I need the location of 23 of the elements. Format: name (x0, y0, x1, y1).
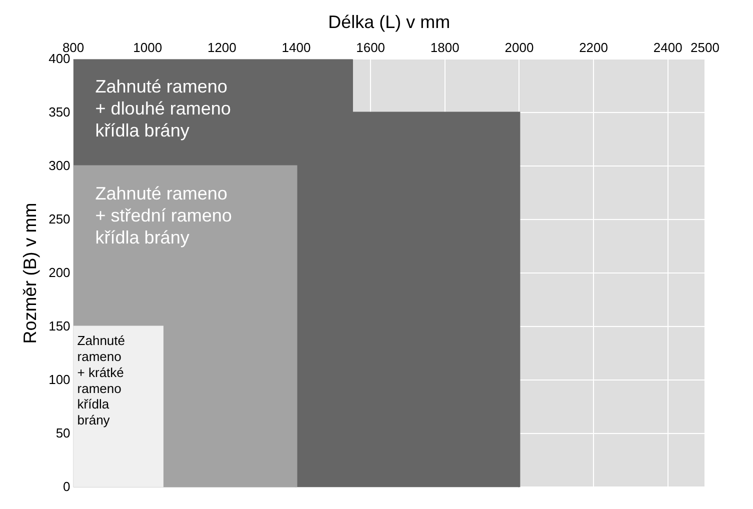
y-tick-label: 0 (63, 478, 70, 494)
x-tick-label: 1800 (430, 40, 460, 55)
x-tick-label: 1000 (133, 40, 162, 55)
x-tick-label: 1600 (356, 40, 386, 55)
y-tick-label: 350 (48, 104, 70, 120)
annotation: Zahnuté rameno + dlouhé rameno křídla brány (95, 76, 231, 140)
annotation: Zahnuté rameno + střední rameno křídla brány (95, 183, 232, 248)
x-tick-label: 2000 (504, 40, 534, 55)
x-tick-label: 2500 (690, 40, 720, 55)
y-tick-label: 50 (56, 425, 70, 440)
y-tick-label: 300 (48, 158, 70, 173)
y-tick-label: 100 (48, 372, 70, 387)
y-tick-label: 200 (48, 264, 70, 280)
annotation: Zahnuté rameno + krátké rameno křídla brány (77, 333, 125, 428)
x-tick-label: 2400 (653, 40, 682, 55)
x-tick-label: 1400 (282, 40, 311, 55)
x-tick-label: 800 (62, 40, 84, 55)
x-tick-label: 2200 (579, 40, 608, 55)
y-axis-title: Rozměr (B) v mm (20, 202, 40, 344)
y-tick-label: 250 (48, 211, 70, 226)
x-tick-label: 1200 (207, 40, 236, 55)
y-tick-label: 150 (48, 318, 70, 334)
x-axis-title: Délka (L) v mm (328, 12, 450, 32)
